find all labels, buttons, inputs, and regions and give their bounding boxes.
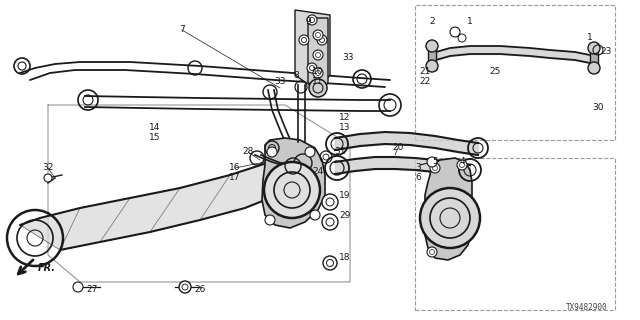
- Text: 4: 4: [459, 157, 465, 166]
- Circle shape: [427, 157, 437, 167]
- Circle shape: [420, 188, 480, 248]
- Circle shape: [179, 281, 191, 293]
- Text: 11: 11: [312, 77, 324, 86]
- Circle shape: [265, 215, 275, 225]
- Text: 5: 5: [432, 157, 438, 166]
- Text: 16: 16: [229, 164, 241, 172]
- Text: 23: 23: [600, 47, 612, 57]
- Text: 20: 20: [392, 143, 404, 153]
- Text: 10: 10: [312, 68, 324, 76]
- Text: 3: 3: [415, 164, 421, 172]
- Text: 25: 25: [490, 68, 500, 76]
- Bar: [415, 5, 615, 140]
- Circle shape: [313, 68, 323, 78]
- Circle shape: [313, 30, 323, 40]
- Text: 21: 21: [419, 68, 431, 76]
- Text: 31: 31: [334, 148, 346, 156]
- Polygon shape: [20, 158, 285, 250]
- Text: 17: 17: [229, 173, 241, 182]
- Text: 6: 6: [415, 173, 421, 182]
- Circle shape: [305, 147, 315, 157]
- Text: 30: 30: [592, 103, 604, 113]
- Circle shape: [299, 35, 309, 45]
- Circle shape: [307, 63, 317, 73]
- Circle shape: [317, 35, 327, 45]
- Text: 18: 18: [339, 253, 351, 262]
- Circle shape: [322, 194, 338, 210]
- Text: 28: 28: [243, 148, 253, 156]
- Polygon shape: [308, 18, 328, 90]
- Text: TX9482900: TX9482900: [566, 303, 608, 312]
- Text: 13: 13: [339, 124, 351, 132]
- Text: 24: 24: [312, 167, 324, 177]
- Text: 8: 8: [293, 70, 299, 79]
- Text: 19: 19: [339, 190, 351, 199]
- Text: 12: 12: [339, 114, 351, 123]
- Text: 9: 9: [305, 18, 311, 27]
- Text: 7: 7: [179, 26, 185, 35]
- Polygon shape: [262, 138, 325, 228]
- Text: FR.: FR.: [38, 263, 56, 273]
- Circle shape: [427, 247, 437, 257]
- Circle shape: [267, 147, 277, 157]
- Text: 26: 26: [195, 285, 205, 294]
- Circle shape: [313, 50, 323, 60]
- Circle shape: [309, 79, 327, 97]
- Bar: [415, 158, 615, 310]
- Circle shape: [457, 160, 467, 170]
- Text: 27: 27: [86, 285, 98, 294]
- Polygon shape: [590, 44, 598, 72]
- Text: 14: 14: [149, 124, 161, 132]
- Circle shape: [426, 60, 438, 72]
- Circle shape: [430, 163, 440, 173]
- Circle shape: [264, 162, 320, 218]
- Polygon shape: [295, 10, 330, 85]
- Circle shape: [588, 62, 600, 74]
- Text: 22: 22: [419, 77, 431, 86]
- Text: 1: 1: [467, 18, 473, 27]
- Text: 1: 1: [587, 34, 593, 43]
- Polygon shape: [425, 158, 472, 260]
- Text: 33: 33: [342, 53, 354, 62]
- Text: 2: 2: [429, 18, 435, 27]
- Circle shape: [73, 282, 83, 292]
- Text: 29: 29: [339, 211, 351, 220]
- Text: 33: 33: [275, 77, 285, 86]
- Circle shape: [323, 256, 337, 270]
- Circle shape: [44, 174, 52, 182]
- Circle shape: [426, 40, 438, 52]
- Text: 32: 32: [42, 164, 54, 172]
- Circle shape: [307, 15, 317, 25]
- Polygon shape: [428, 42, 436, 70]
- Circle shape: [322, 214, 338, 230]
- Text: 15: 15: [149, 133, 161, 142]
- Circle shape: [310, 210, 320, 220]
- Circle shape: [588, 42, 600, 54]
